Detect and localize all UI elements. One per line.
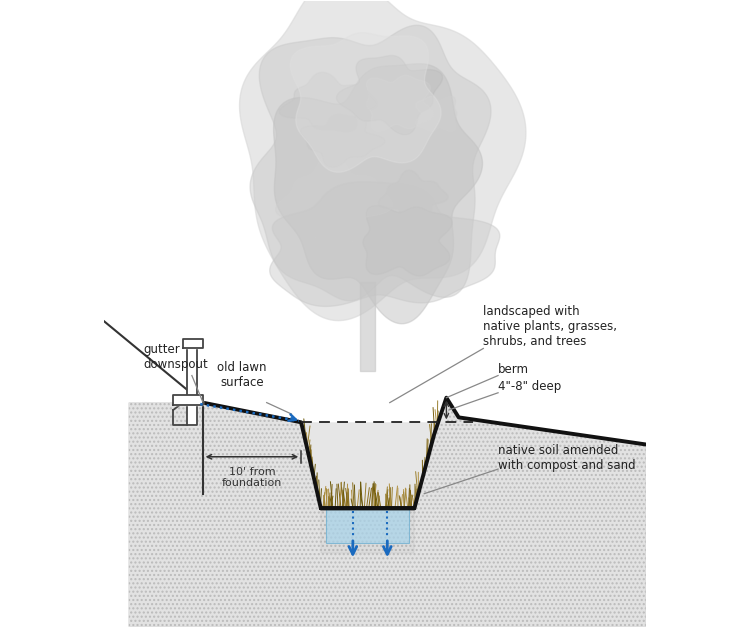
Polygon shape — [360, 282, 375, 371]
Text: old lawn
surface: old lawn surface — [217, 361, 267, 389]
Polygon shape — [129, 398, 646, 627]
Polygon shape — [290, 33, 441, 172]
Polygon shape — [302, 398, 446, 509]
Text: gutter
downspout: gutter downspout — [143, 343, 208, 371]
Polygon shape — [173, 395, 202, 405]
Polygon shape — [183, 338, 203, 349]
Polygon shape — [250, 25, 491, 301]
Text: landscaped with
native plants, grasses,
shrubs, and trees: landscaped with native plants, grasses, … — [483, 305, 617, 349]
Text: berm: berm — [498, 362, 529, 376]
Polygon shape — [300, 114, 385, 167]
Polygon shape — [378, 170, 448, 219]
Polygon shape — [276, 154, 392, 242]
Polygon shape — [187, 346, 196, 425]
Polygon shape — [416, 97, 457, 131]
Text: native soil amended
with compost and sand: native soil amended with compost and san… — [498, 443, 636, 472]
Polygon shape — [363, 205, 452, 276]
Polygon shape — [239, 0, 526, 321]
Text: 10' from
foundation: 10' from foundation — [222, 467, 282, 488]
Polygon shape — [367, 75, 434, 131]
Text: 4"-8" deep: 4"-8" deep — [498, 380, 561, 392]
Polygon shape — [274, 64, 482, 324]
Polygon shape — [337, 55, 442, 135]
Polygon shape — [321, 509, 415, 553]
Polygon shape — [279, 72, 377, 131]
Polygon shape — [270, 182, 500, 306]
Polygon shape — [326, 509, 410, 543]
